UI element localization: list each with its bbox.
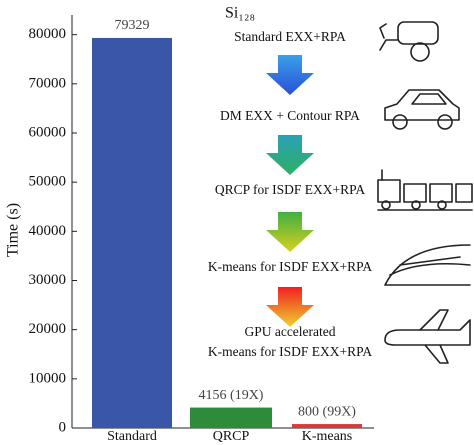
bar — [190, 407, 272, 428]
y-tick-label: 30000 — [29, 272, 67, 288]
method-step: QRCP for ISDF EXX+RPA — [215, 182, 366, 197]
x-tick-label: QRCP — [213, 429, 250, 444]
method-step: GPU accelerated — [244, 324, 335, 339]
chart-title: Si₁₂₈ — [225, 5, 255, 22]
method-step: Standard EXX+RPA — [234, 29, 346, 44]
y-tick-label: 40000 — [29, 223, 67, 239]
method-step: K-means for ISDF EXX+RPA — [208, 259, 372, 274]
bar — [292, 424, 362, 428]
y-tick-label: 80000 — [29, 26, 67, 42]
vehicle-icons — [377, 21, 473, 364]
bar — [92, 37, 172, 428]
x-tick-label: Standard — [107, 429, 157, 444]
x-tick-label: K-means — [302, 429, 353, 444]
arrows — [266, 55, 314, 327]
y-axis-label: Time (s) — [5, 203, 22, 257]
y-tick-label: 60000 — [29, 124, 67, 140]
method-step: K-means for ISDF EXX+RPA — [208, 344, 372, 359]
method-step: DM EXX + Contour RPA — [220, 108, 360, 123]
y-tick-label: 0 — [59, 419, 67, 435]
y-tick-label: 10000 — [29, 370, 67, 386]
value-label: 4156 (19X) — [199, 388, 264, 403]
y-tick-label: 70000 — [29, 75, 67, 91]
value-label: 800 (99X) — [298, 404, 356, 419]
value-label: 79329 — [115, 18, 150, 33]
y-tick-label: 20000 — [29, 321, 67, 337]
y-tick-label: 50000 — [29, 174, 67, 190]
